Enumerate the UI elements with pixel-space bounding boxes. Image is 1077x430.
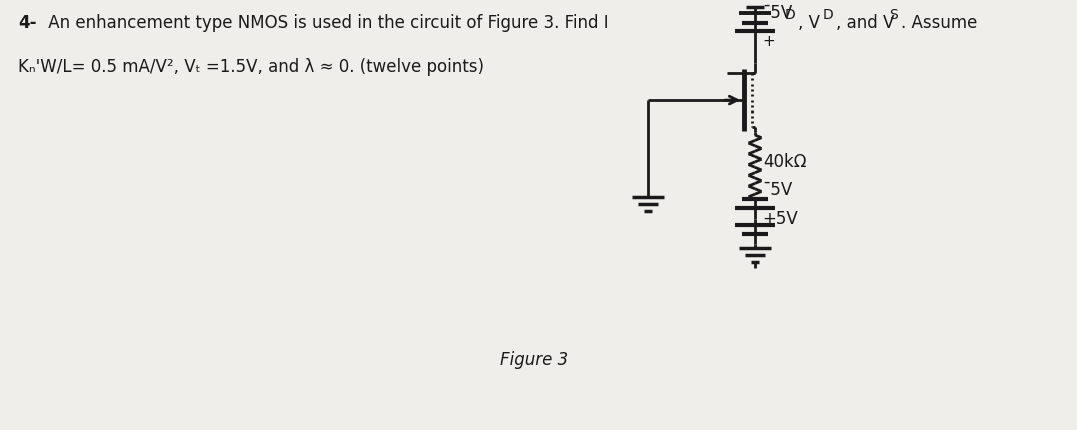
Text: D: D [823,8,834,22]
Text: . Assume: . Assume [901,14,977,32]
Text: , V: , V [798,14,820,32]
Text: +: + [763,34,774,49]
Text: +5V: +5V [763,209,798,227]
Text: S: S [889,8,898,22]
Text: 40kΩ: 40kΩ [763,152,807,170]
Text: An enhancement type NMOS is used in the circuit of Figure 3. Find I: An enhancement type NMOS is used in the … [43,14,609,32]
Text: 4-: 4- [18,14,37,32]
Text: ¯5V: ¯5V [763,4,793,22]
Text: Kₙ'W/L= 0.5 mA/V², Vₜ =1.5V, and λ ≈ 0. (twelve points): Kₙ'W/L= 0.5 mA/V², Vₜ =1.5V, and λ ≈ 0. … [18,58,484,76]
Text: Figure 3: Figure 3 [500,350,569,368]
Text: ¯5V: ¯5V [763,181,793,198]
Text: D: D [785,8,796,22]
Text: , and V: , and V [836,14,894,32]
